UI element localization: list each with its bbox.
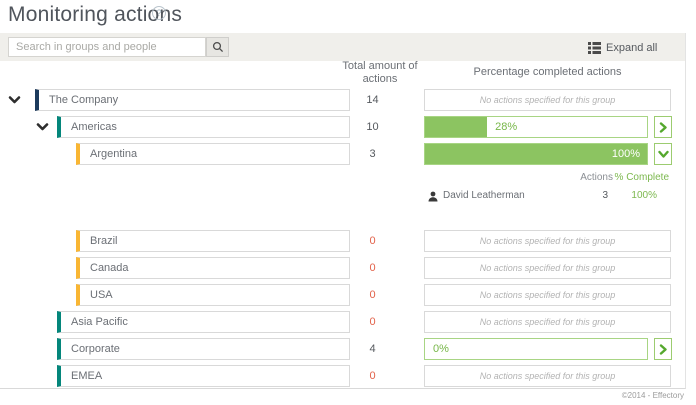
group-name-box[interactable]: Americas <box>57 116 350 138</box>
tree-row-americas: Americas 10 28% <box>0 116 686 138</box>
page-title: Monitoring actions <box>8 3 183 26</box>
no-actions-box: No actions specified for this group <box>424 284 671 306</box>
tree-row-argentina: Argentina 3 100% <box>0 143 686 165</box>
tree-row-the-company: The Company 14 No actions specified for … <box>0 89 686 111</box>
person-actions-value: 3 <box>602 190 608 201</box>
chevron-right-icon <box>659 121 667 133</box>
total-actions-value: 0 <box>369 262 376 274</box>
chevron-right-icon <box>659 343 667 355</box>
column-header-percentage: Percentage completed actions <box>473 66 622 78</box>
group-name: EMEA <box>71 370 103 382</box>
group-name-box[interactable]: Canada <box>76 257 350 279</box>
group-name: The Company <box>49 94 119 106</box>
person-icon <box>428 191 438 202</box>
no-actions-box: No actions specified for this group <box>424 365 671 387</box>
copyright-text: ©2014 - Effectory <box>621 391 684 400</box>
group-name-box[interactable]: The Company <box>35 89 350 111</box>
person-complete-value: 100% <box>631 190 657 201</box>
person-name: David Leatherman <box>443 190 525 201</box>
total-actions-value: 0 <box>369 289 376 301</box>
group-name-box[interactable]: Argentina <box>76 143 350 165</box>
help-icon[interactable]: ? <box>152 6 166 20</box>
group-name: Canada <box>90 262 129 274</box>
group-name-box[interactable]: Asia Pacific <box>57 311 350 333</box>
group-name: Brazil <box>90 235 118 247</box>
complete-column-header: % Complete <box>614 172 669 183</box>
search-bar: Expand all <box>0 33 685 61</box>
no-actions-text: No actions specified for this group <box>479 371 616 381</box>
tree-row-usa: USA 0 No actions specified for this grou… <box>0 284 686 306</box>
total-actions-value: 0 <box>369 370 376 382</box>
chevron-right-button[interactable] <box>654 116 672 138</box>
chevron-down-icon <box>657 150 669 158</box>
column-header-total: Total amount of actions <box>342 60 418 85</box>
progress-label: 0% <box>433 343 449 355</box>
group-name: USA <box>90 289 113 301</box>
group-name: Corporate <box>71 343 120 355</box>
search-icon <box>212 41 224 53</box>
no-actions-box: No actions specified for this group <box>424 311 671 333</box>
no-actions-text: No actions specified for this group <box>479 95 616 105</box>
chevron-down-button[interactable] <box>654 143 672 165</box>
progress-label: 28% <box>495 121 518 133</box>
expand-all-icon <box>588 42 601 54</box>
no-actions-text: No actions specified for this group <box>479 236 616 246</box>
group-name: Asia Pacific <box>71 316 128 328</box>
tree-row-asia-pacific: Asia Pacific 0 No actions specified for … <box>0 311 686 333</box>
group-name-box[interactable]: EMEA <box>57 365 350 387</box>
total-actions-value: 3 <box>369 148 376 160</box>
total-actions-value: 0 <box>369 316 376 328</box>
total-actions-value: 14 <box>366 94 379 106</box>
expand-all-label: Expand all <box>606 42 658 54</box>
no-actions-text: No actions specified for this group <box>479 317 616 327</box>
no-actions-box: No actions specified for this group <box>424 89 671 111</box>
group-name: Argentina <box>90 148 138 160</box>
chevron-right-button[interactable] <box>654 338 672 360</box>
no-actions-box: No actions specified for this group <box>424 257 671 279</box>
person-row: David Leatherman 3 100% <box>0 190 686 204</box>
group-name-box[interactable]: Brazil <box>76 230 350 252</box>
total-actions-value: 0 <box>369 235 376 247</box>
tree-row-brazil: Brazil 0 No actions specified for this g… <box>0 230 686 252</box>
no-actions-text: No actions specified for this group <box>479 263 616 273</box>
progress-bar: 0% <box>424 338 648 360</box>
person-detail-header: Actions % Complete <box>0 172 686 186</box>
progress-label: 100% <box>611 148 640 160</box>
total-actions-value: 4 <box>369 343 376 355</box>
search-input[interactable] <box>8 37 206 57</box>
search-button[interactable] <box>206 37 229 57</box>
chevron-down-icon[interactable] <box>8 94 21 106</box>
monitoring-panel: Expand all Total amount of actions Perce… <box>0 33 686 389</box>
group-name: Americas <box>71 121 117 133</box>
total-actions-value: 10 <box>366 121 379 133</box>
group-name-box[interactable]: USA <box>76 284 350 306</box>
chevron-down-icon[interactable] <box>36 121 49 133</box>
progress-bar: 100% <box>424 143 648 165</box>
expand-all-button[interactable]: Expand all <box>588 40 657 56</box>
no-actions-box: No actions specified for this group <box>424 230 671 252</box>
tree-row-corporate: Corporate 4 0% <box>0 338 686 360</box>
group-name-box[interactable]: Corporate <box>57 338 350 360</box>
actions-column-header: Actions <box>580 172 613 183</box>
tree-row-emea: EMEA 0 No actions specified for this gro… <box>0 365 686 387</box>
tree-row-canada: Canada 0 No actions specified for this g… <box>0 257 686 279</box>
progress-fill <box>425 144 647 164</box>
progress-fill <box>425 117 488 137</box>
no-actions-text: No actions specified for this group <box>479 290 616 300</box>
progress-bar: 28% <box>424 116 648 138</box>
